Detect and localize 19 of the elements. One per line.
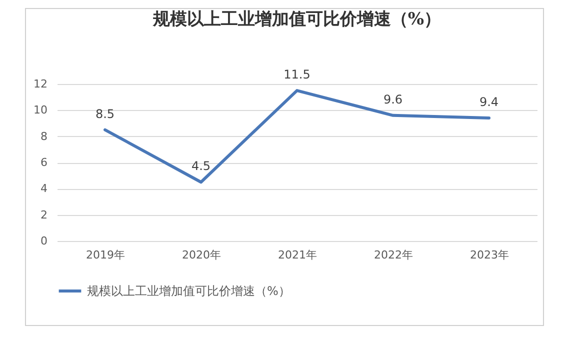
y-tick-label: 6 [40, 156, 48, 169]
data-label: 4.5 [191, 159, 211, 174]
data-label: 9.6 [383, 92, 403, 106]
x-tick-label: 2020年 [182, 248, 221, 262]
data-label: 8.5 [95, 106, 115, 121]
x-tick-label: 2021年 [278, 248, 317, 262]
y-tick-label: 10 [34, 104, 48, 117]
y-tick-label: 2 [40, 208, 48, 222]
y-tick-label: 4 [40, 182, 48, 196]
y-tick-label: 12 [34, 78, 48, 90]
y-tick-label: 8 [40, 130, 48, 143]
data-label: 11.5 [284, 68, 310, 82]
chart-title: 规模以上工业增加值可比价增速（%） [152, 10, 442, 30]
x-tick-label: 2019年 [86, 248, 125, 262]
y-tick-label: 0 [40, 234, 48, 248]
data-label: 9.4 [479, 95, 499, 110]
x-tick-label: 2023年 [470, 248, 509, 262]
legend-label: 规模以上工业增加值可比价增速（%） [87, 284, 290, 298]
x-tick-label: 2022年 [374, 248, 413, 262]
